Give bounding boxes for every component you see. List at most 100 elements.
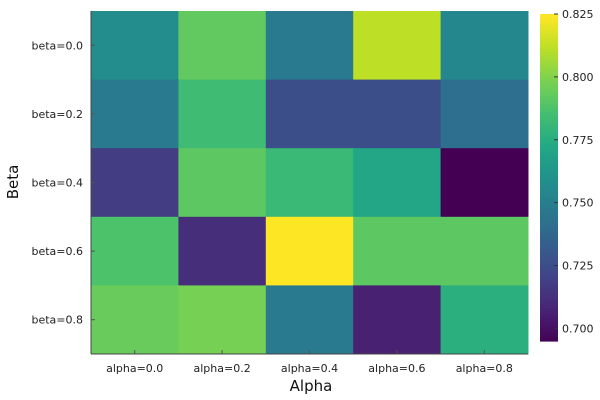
colorbar-segment <box>540 207 558 211</box>
colorbar-segment <box>540 90 558 94</box>
colorbar-segment <box>540 261 558 266</box>
heatmap-cell <box>178 79 267 149</box>
colorbar-segment <box>540 335 558 339</box>
colorbar-tick-label: 0.800 <box>562 71 594 84</box>
y-tick-label: beta=0.4 <box>31 177 83 190</box>
colorbar-segment <box>540 172 558 176</box>
y-tick-label: beta=0.2 <box>31 108 83 121</box>
colorbar-segment <box>540 229 558 233</box>
colorbar-segment <box>540 234 558 239</box>
colorbar-segment <box>540 76 558 80</box>
x-axis-ticks: alpha=0.0 alpha=0.2 alpha=0.4 alpha=0.6 alph… <box>91 350 528 375</box>
x-axis-label: Alpha <box>290 377 333 395</box>
colorbar-tick-label: 0.750 <box>562 197 594 210</box>
heatmap-cell <box>178 148 267 218</box>
colorbar-segment <box>540 144 558 149</box>
colorbar-segment <box>540 30 558 34</box>
y-tick-label: beta=0.0 <box>31 39 83 52</box>
colorbar-segment <box>540 103 558 108</box>
colorbar-segment <box>540 240 558 244</box>
colorbar-segment <box>540 27 558 31</box>
colorbar-segment <box>540 24 558 29</box>
heatmap-cell <box>440 216 529 286</box>
colorbar-segment <box>540 177 558 181</box>
colorbar-segment <box>540 120 558 124</box>
colorbar-segment <box>540 52 558 56</box>
colorbar-segment <box>540 101 558 105</box>
colorbar-segment <box>540 180 558 184</box>
colorbar-segment <box>540 305 558 309</box>
x-tick-label: alpha=0.6 <box>368 362 425 375</box>
colorbar-segment <box>540 95 558 100</box>
colorbar-segment <box>540 251 558 255</box>
colorbar-segment <box>540 84 558 89</box>
colorbar-segment <box>540 311 558 315</box>
colorbar-segment <box>540 212 558 217</box>
colorbar-segment <box>540 321 558 326</box>
colorbar-segment <box>540 223 558 228</box>
colorbar-segment <box>540 152 558 157</box>
colorbar-segment <box>540 139 558 143</box>
heatmap-cell <box>178 216 267 286</box>
heatmap-cell <box>353 148 442 218</box>
heatmap-cell <box>440 285 529 355</box>
colorbar-segment <box>540 54 558 59</box>
heatmap-cell <box>353 79 442 149</box>
colorbar-segment <box>540 131 558 135</box>
colorbar-segment <box>540 281 558 285</box>
y-axis-label: Beta <box>4 165 22 200</box>
colorbar-tick-label: 0.700 <box>562 322 594 335</box>
colorbar-segment <box>540 169 558 173</box>
colorbar-segment <box>540 232 558 236</box>
heatmap-cell <box>265 79 354 149</box>
colorbar-segment <box>540 147 558 151</box>
colorbar-segment <box>540 123 558 127</box>
colorbar-segment <box>540 60 558 64</box>
colorbar-segment <box>540 174 558 179</box>
colorbar-segment <box>540 338 558 342</box>
heatmap-cell <box>265 148 354 218</box>
colorbar-segment <box>540 128 558 132</box>
y-axis-ticks: beta=0.0 beta=0.2 beta=0.4 beta=0.6 beta=0.8 <box>31 11 95 354</box>
colorbar-segment <box>540 300 558 304</box>
colorbar-segment <box>540 63 558 67</box>
colorbar-segment <box>540 93 558 97</box>
heatmap-cell <box>178 11 267 81</box>
colorbar-segment <box>540 291 558 296</box>
colorbar-segment <box>540 43 558 48</box>
heatmap-cell <box>353 216 442 286</box>
colorbar-segment <box>540 245 558 249</box>
colorbar-segment <box>540 182 558 187</box>
colorbar-segment <box>540 163 558 168</box>
colorbar-segment <box>540 71 558 75</box>
heatmap-cell <box>91 216 179 286</box>
heatmap-cell <box>91 11 179 81</box>
colorbar-segment <box>540 65 558 70</box>
colorbar-segment <box>540 19 558 23</box>
colorbar-segment <box>540 259 558 263</box>
colorbar-tick-label: 0.725 <box>562 260 594 273</box>
colorbar-segment <box>540 106 558 110</box>
colorbar-segment <box>540 41 558 45</box>
colorbar-segment <box>540 313 558 318</box>
y-tick-label: beta=0.6 <box>31 245 83 258</box>
heatmap-cells <box>91 11 529 355</box>
x-tick-label: alpha=0.8 <box>456 362 513 375</box>
y-tick-label: beta=0.8 <box>31 314 83 327</box>
heatmap-cell <box>91 148 179 218</box>
colorbar-tick-label: 0.825 <box>562 8 594 21</box>
colorbar-segment <box>540 270 558 274</box>
colorbar-segment <box>540 210 558 214</box>
colorbar-segment <box>540 161 558 165</box>
colorbar-segment <box>540 286 558 290</box>
colorbar-segment <box>540 191 558 195</box>
x-tick-label: alpha=0.4 <box>281 362 338 375</box>
colorbar-segment <box>540 73 558 78</box>
colorbar-segment <box>540 253 558 258</box>
colorbar-segment <box>540 297 558 301</box>
heatmap-cell <box>440 11 529 81</box>
colorbar-segment <box>540 242 558 247</box>
colorbar-segment <box>540 196 558 200</box>
colorbar-segment <box>540 68 558 72</box>
colorbar-segment <box>540 98 558 102</box>
